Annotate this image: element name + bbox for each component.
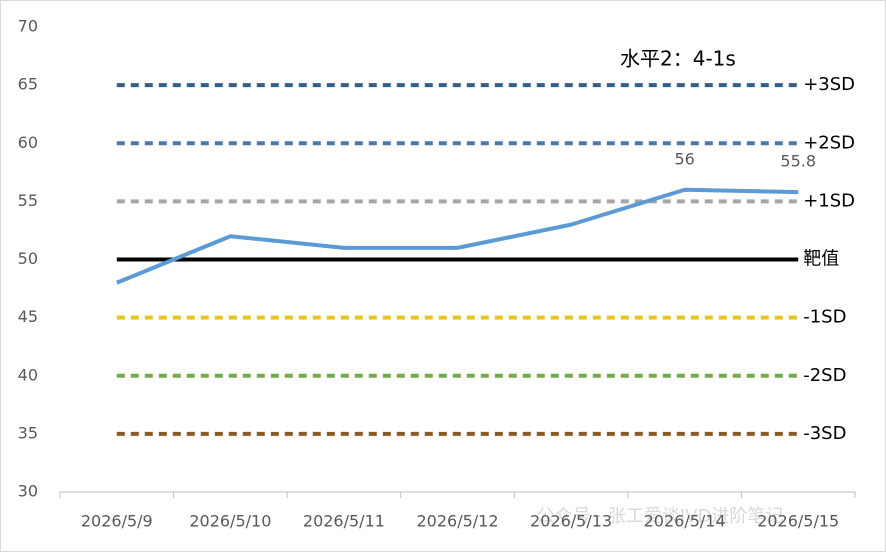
reference-label: -3SD (803, 423, 846, 444)
y-tick-label: 35 (18, 423, 38, 442)
y-tick-label: 40 (18, 365, 38, 384)
data-line (116, 187, 799, 285)
y-tick-label: 70 (18, 17, 38, 36)
x-tick-label: 2026/5/9 (81, 512, 153, 531)
reference-label: +2SD (803, 132, 855, 153)
y-tick-label: 55 (18, 191, 38, 210)
y-tick-label: 45 (18, 307, 38, 326)
watermark: 公众号 · 张工爱谈IVD进阶笔记 (537, 506, 784, 527)
x-tick-label: 2026/5/12 (416, 512, 498, 531)
y-tick-label: 65 (18, 75, 38, 94)
reference-label: -1SD (803, 307, 846, 328)
value-label: 55.8 (780, 152, 816, 171)
y-tick-label: 30 (18, 482, 38, 501)
reference-label: -2SD (803, 365, 846, 386)
reference-label: +3SD (803, 74, 855, 95)
y-tick-label: 60 (18, 133, 38, 152)
value-label: 56 (674, 149, 694, 168)
x-tick-label: 2026/5/15 (757, 512, 839, 531)
reference-label: 靶值 (803, 249, 839, 270)
x-tick-label: 2026/5/14 (644, 512, 726, 531)
x-tick-label: 2026/5/10 (189, 512, 271, 531)
x-tick-label: 2026/5/13 (530, 512, 612, 531)
x-tick-label: 2026/5/11 (303, 512, 385, 531)
annotation: 水平2：4-1s (620, 47, 736, 71)
reference-label: +1SD (803, 190, 855, 211)
y-tick-label: 50 (18, 249, 38, 268)
